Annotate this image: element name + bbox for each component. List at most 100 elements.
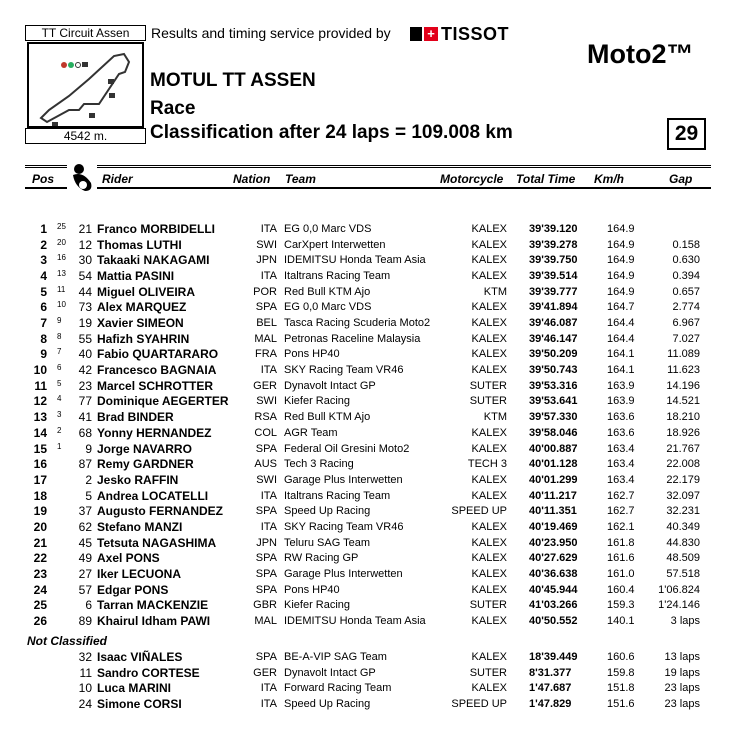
cell-kmh: 140.1	[607, 615, 635, 627]
cell-nat: SWI	[256, 238, 277, 251]
cell-nat: SPA	[255, 567, 277, 580]
result-row: 22 49 Axel PONS SPA RW Racing GP KALEX 40'27.6…	[0, 551, 733, 566]
cell-kmh: 151.6	[607, 698, 635, 711]
cell-pos: 13	[33, 410, 47, 425]
cell-team: Tasca Racing Scuderia Moto2	[284, 317, 431, 330]
cell-num: 44	[78, 284, 92, 299]
cell-pos: 9	[40, 347, 47, 362]
result-row: 24 57 Edgar PONS SPA Pons HP40 KALEX 40'45.944…	[0, 583, 733, 598]
cell-num: 54	[78, 269, 92, 284]
page-number: 29	[667, 118, 706, 150]
cell-gap: 11.089	[667, 348, 700, 361]
cell-name: Isaac VIÑALES	[97, 650, 183, 664]
cell-kmh: 163.4	[607, 458, 635, 471]
not-classified-row: 32 Isaac VIÑALES SPA BE-A-VIP SAG Team KALEX…	[0, 650, 733, 665]
cell-nat: SPA	[255, 552, 277, 565]
result-row: 21 45 Tetsuta NAGASHIMA JPN Teluru SAG Team K…	[0, 536, 733, 551]
cell-name: Fabio QUARTARARO	[97, 347, 219, 362]
result-row: 10 6 42 Francesco BAGNAIA ITA SKY Racing Team…	[0, 363, 733, 378]
cell-team: EG 0,0 Marc VDS	[284, 223, 372, 235]
cell-gap: 18.210	[666, 411, 700, 424]
cell-kmh: 164.9	[607, 254, 635, 267]
cell-pos: 20	[33, 519, 47, 534]
cell-pos: 14	[33, 425, 47, 440]
cell-num: 10	[78, 681, 92, 696]
cell-team: Kiefer Racing	[284, 599, 351, 612]
result-row: 14 2 68 Yonny HERNANDEZ COL AGR Team KALEX 39'5…	[0, 426, 733, 441]
cell-name: Miguel OLIVEIRA	[97, 284, 196, 299]
cell-time: 18'39.449	[529, 651, 578, 663]
cell-name: Augusto FERNANDEZ	[97, 504, 223, 519]
cell-name: Hafizh SYAHRIN	[97, 331, 190, 346]
cell-moto: KALEX	[471, 348, 507, 361]
header-bottom-rule	[25, 187, 711, 189]
cell-gap: 57.518	[666, 567, 700, 580]
cell-grid: 7	[57, 347, 62, 357]
cell-kmh: 163.4	[607, 473, 635, 486]
cell-time: 39'58.046	[529, 426, 578, 439]
cell-pos: 6	[40, 300, 47, 315]
cell-gap: 48.509	[666, 552, 700, 565]
cell-num: 12	[78, 237, 92, 252]
cell-nat: JPN	[256, 536, 277, 549]
result-row: 3 16 30 Takaaki NAKAGAMI JPN IDEMITSU Honda T…	[0, 253, 733, 268]
cell-pos: 17	[33, 472, 47, 487]
cell-time: 39'50.743	[529, 364, 578, 377]
cell-time: 41'03.266	[529, 599, 578, 612]
cell-nat: COL	[254, 426, 277, 439]
cell-name: Edgar PONS	[97, 582, 169, 597]
cell-nat: SPA	[255, 442, 277, 455]
cell-num: 32	[78, 650, 92, 664]
cell-kmh: 164.7	[607, 301, 635, 314]
cell-pos: 12	[33, 394, 47, 409]
cell-gap: 0.158	[672, 238, 700, 251]
cell-gap: 7.027	[672, 332, 700, 345]
cell-moto: KALEX	[471, 651, 507, 663]
cell-kmh: 163.6	[607, 426, 635, 439]
cell-team: AGR Team	[284, 426, 338, 439]
cell-kmh: 162.7	[607, 505, 635, 518]
cell-pos: 21	[33, 535, 47, 550]
cell-nat: ITA	[260, 270, 277, 283]
cell-num: 49	[78, 551, 92, 566]
cell-nat: FRA	[255, 348, 277, 361]
cell-grid: 25	[57, 222, 66, 231]
cell-time: 40'45.944	[529, 583, 578, 596]
cell-pos: 18	[33, 488, 47, 503]
cell-team: IDEMITSU Honda Team Asia	[284, 615, 426, 627]
cell-num: 42	[78, 363, 92, 378]
cell-moto: SUTER	[469, 395, 507, 408]
cell-grid: 2	[57, 425, 62, 435]
cell-num: 5	[85, 488, 92, 503]
cell-kmh: 159.3	[607, 599, 635, 612]
cell-nat: RSA	[254, 411, 277, 424]
cell-time: 39'39.514	[529, 270, 578, 283]
cell-kmh: 163.9	[607, 395, 635, 408]
col-gap: Gap	[669, 172, 693, 186]
cell-team: Dynavolt Intact GP	[284, 379, 376, 392]
cell-name: Stefano MANZI	[97, 519, 183, 534]
cell-moto: KALEX	[471, 317, 507, 330]
cell-name: Khairul Idham PAWI	[97, 614, 211, 628]
cell-grid: 3	[57, 410, 62, 420]
rider-icon	[67, 163, 97, 193]
cell-pos: 4	[40, 269, 47, 284]
cell-pos: 16	[33, 457, 47, 472]
circuit-name: TT Circuit Assen	[25, 25, 146, 41]
cell-gap: 22.179	[666, 473, 700, 486]
result-row: 15 1 9 Jorge NAVARRO SPA Federal Oil Gresini …	[0, 442, 733, 457]
cell-pos: 2	[40, 237, 47, 252]
cell-gap: 32.097	[666, 489, 700, 502]
cell-gap: 13 laps	[664, 651, 700, 663]
cell-grid: 6	[57, 363, 62, 373]
col-nation: Nation	[233, 172, 271, 186]
cell-pos: 10	[33, 363, 47, 378]
cell-time: 40'23.950	[529, 536, 578, 549]
cell-kmh: 160.4	[607, 583, 635, 596]
cell-moto: KALEX	[471, 682, 507, 695]
cell-name: Yonny HERNANDEZ	[97, 425, 212, 440]
cell-name: Tarran MACKENZIE	[97, 598, 209, 613]
not-classified-row: 10 Luca MARINI ITA Forward Racing Team KALEX…	[0, 681, 733, 696]
cell-team: Garage Plus Interwetten	[284, 567, 403, 580]
cell-name: Alex MARQUEZ	[97, 300, 187, 315]
